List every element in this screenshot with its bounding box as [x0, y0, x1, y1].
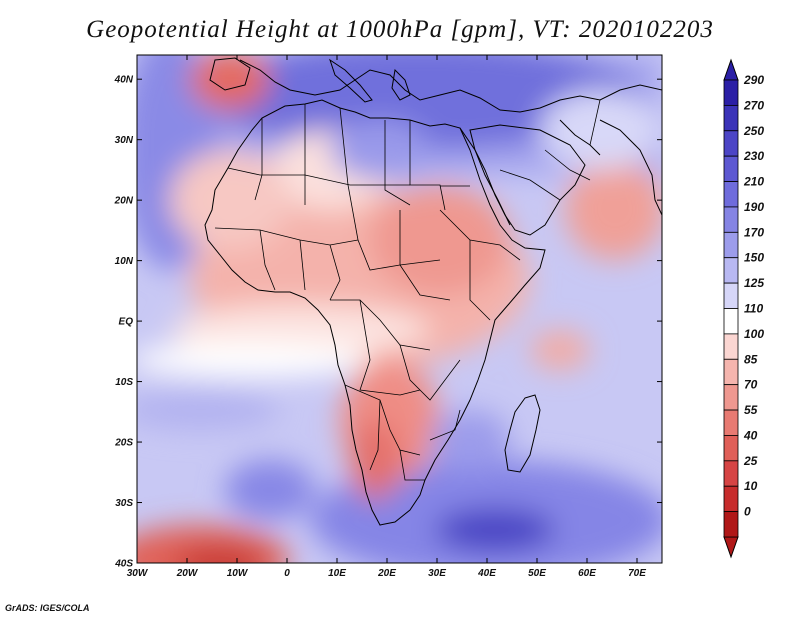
colorbar-label: 125	[744, 276, 764, 290]
colorbar-label: 210	[743, 175, 764, 189]
height-field	[137, 55, 662, 563]
colorbar-swatch	[723, 485, 739, 513]
colorbar-label: 190	[744, 200, 764, 214]
iberia-coastline	[209, 57, 251, 91]
africa-coastline	[204, 99, 546, 526]
lat-tick-label: 40N	[114, 75, 134, 86]
arabia-coastline	[469, 124, 586, 236]
colorbar-swatch	[723, 181, 739, 208]
chart-title: Geopotential Height at 1000hPa [gpm], VT…	[86, 16, 714, 43]
greece-coastline	[391, 68, 411, 101]
madagascar-coastline	[504, 394, 541, 473]
colorbar-label: 55	[744, 403, 758, 417]
colorbar-label: 290	[743, 73, 764, 87]
red-sea	[459, 127, 511, 226]
lon-tick-label: 70E	[628, 568, 646, 579]
lon-tick-label: 20E	[377, 568, 396, 579]
colorbar-swatch	[723, 206, 739, 233]
colorbar-label: 70	[744, 378, 758, 392]
italy-coastline	[329, 58, 373, 103]
colorbar-swatch	[723, 104, 739, 132]
colorbar-label: 150	[744, 251, 764, 265]
colorbar-label: 170	[744, 225, 764, 239]
europe-coastline	[239, 59, 662, 113]
lon-tick-label: 60E	[578, 568, 596, 579]
colorbar-swatch	[723, 257, 739, 284]
lon-tick-label: 10W	[227, 568, 249, 579]
coastlines	[204, 57, 662, 526]
lat-tick-label: 20S	[114, 438, 133, 449]
colorbar-swatch	[723, 511, 739, 538]
colorbar-swatch	[723, 384, 739, 411]
colorbar-swatch	[723, 358, 739, 386]
colorbar-label: 100	[744, 327, 764, 341]
colorbar-label: 85	[744, 352, 758, 366]
colorbar: 2902702502302101901701501251101008570554…	[723, 58, 764, 559]
colorbar-swatch	[723, 282, 739, 309]
country-borders	[214, 99, 601, 481]
lon-tick-label: 50E	[528, 568, 546, 579]
colorbar-top-arrow	[723, 58, 739, 81]
colorbar-label: 270	[743, 98, 764, 112]
colorbar-swatch	[723, 155, 739, 182]
colorbar-label: 40	[743, 428, 758, 442]
colorbar-swatch	[723, 333, 739, 360]
longitude-axis: 30W 20W 10W 0 10E 20E 30E 40E 50E 60E 70E	[127, 55, 646, 579]
colorbar-label: 25	[743, 454, 758, 468]
grads-credit: GrADS: IGES/COLA	[5, 603, 90, 613]
lat-tick-label: 30N	[115, 135, 134, 146]
persian-gulf	[559, 119, 601, 156]
colorbar-swatch	[723, 460, 739, 487]
colorbar-swatch	[723, 409, 739, 436]
lon-tick-label: 40E	[477, 568, 496, 579]
lat-tick-label: 20N	[114, 196, 134, 207]
colorbar-label: 110	[744, 302, 763, 316]
lat-tick-label: 10N	[115, 256, 134, 267]
lat-tick-label: EQ	[119, 317, 134, 328]
colorbar-swatch	[723, 308, 739, 335]
lon-tick-label: 30W	[127, 568, 149, 579]
lon-tick-label: 0	[284, 568, 290, 579]
colorbar-swatch	[723, 435, 739, 462]
colorbar-swatch	[723, 79, 739, 106]
colorbar-label: 0	[744, 505, 751, 519]
lon-tick-label: 20W	[176, 568, 199, 579]
india-coastline	[599, 119, 662, 216]
colorbar-bottom-arrow	[723, 536, 739, 559]
lat-tick-label: 40S	[114, 559, 133, 570]
colorbar-swatch	[723, 130, 739, 157]
lon-tick-label: 30E	[428, 568, 446, 579]
colorbar-label: 10	[744, 479, 758, 493]
plot-frame	[136, 54, 663, 564]
lon-tick-label: 10E	[328, 568, 346, 579]
colorbar-swatch	[723, 231, 739, 259]
colorbar-label: 230	[743, 149, 764, 163]
lat-tick-label: 30S	[115, 498, 133, 509]
latitude-axis: 40N 30N 20N 10N EQ 10S 20S 30S 40S	[114, 75, 662, 570]
colorbar-label: 250	[743, 124, 764, 138]
lat-tick-label: 10S	[115, 377, 133, 388]
